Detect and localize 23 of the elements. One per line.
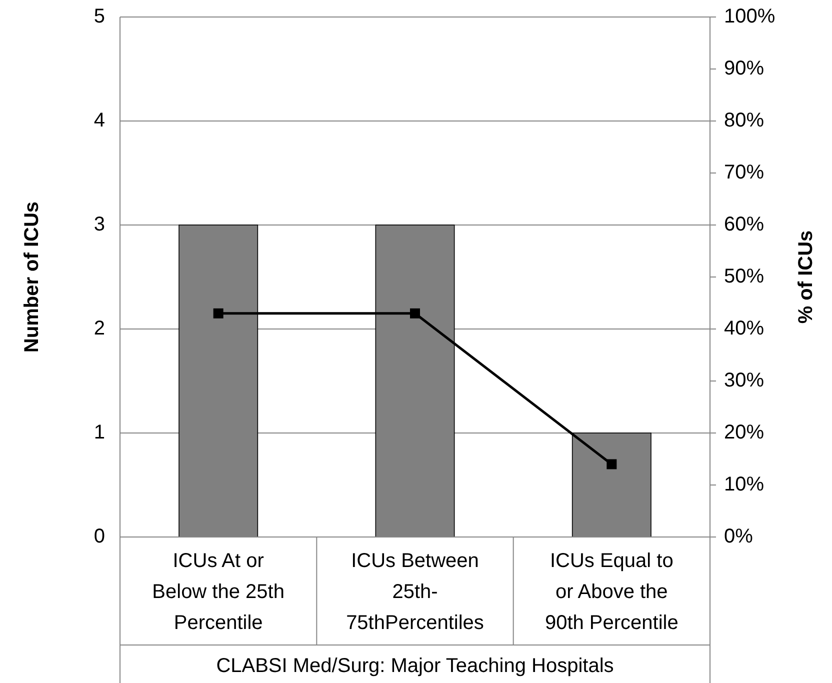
y2-tick-label: 80% bbox=[724, 109, 764, 132]
x-tick-label: ICUs Between 25th-75thPercentiles bbox=[346, 550, 484, 634]
y2-tick-label: 60% bbox=[724, 213, 764, 236]
x-axis-title: CLABSI Med/Surg: Major Teaching Hospitals bbox=[216, 655, 614, 677]
y2-tick-label: 70% bbox=[724, 161, 764, 184]
x-tick-label: ICUs Equal to or Above the 90th Percentile bbox=[544, 550, 678, 634]
y-tick-label: 2 bbox=[94, 317, 105, 340]
y2-tick-label: 30% bbox=[724, 369, 764, 392]
y2-tick-label: 40% bbox=[724, 317, 764, 340]
y-tick-label: 3 bbox=[94, 213, 105, 236]
x-tick-label: ICUs At or Below the 25th Percentile bbox=[152, 550, 284, 634]
y2-axis-title: % of ICUs bbox=[795, 230, 817, 324]
y2-tick-label: 0% bbox=[724, 525, 754, 548]
y2-tick-label: 20% bbox=[724, 421, 764, 444]
y-tick-label: 5 bbox=[94, 5, 105, 28]
y2-tick-label: 10% bbox=[724, 473, 764, 496]
y2-tick-label: 90% bbox=[724, 57, 764, 80]
y-tick-label: 1 bbox=[94, 421, 105, 444]
y-axis-title: Number of ICUs bbox=[21, 201, 43, 353]
y2-tick-label: 100% bbox=[724, 5, 776, 28]
y2-tick-label: 50% bbox=[724, 265, 764, 288]
y-tick-label: 4 bbox=[94, 109, 105, 132]
y-tick-label: 0 bbox=[94, 525, 105, 548]
